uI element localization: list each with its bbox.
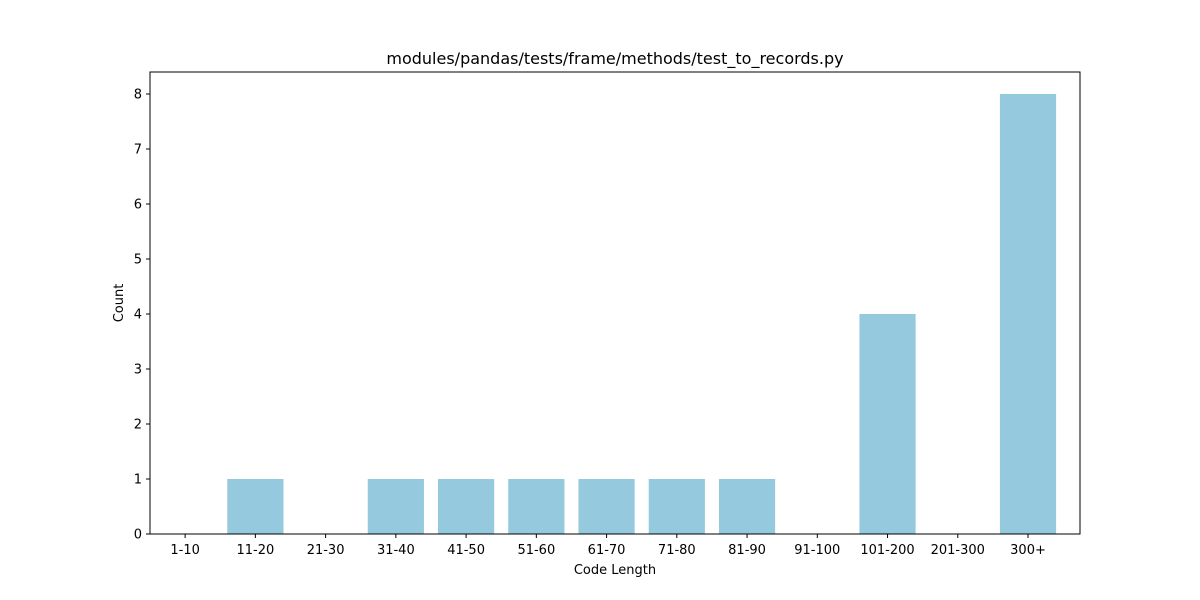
x-tick-label: 1-10 xyxy=(170,543,200,558)
bar-300+ xyxy=(999,94,1057,534)
y-axis: 0 1 2 3 4 5 6 7 8 xyxy=(134,88,150,543)
y-tick-label: 6 xyxy=(134,198,142,213)
bars-group xyxy=(227,94,1057,534)
y-tick-label: 3 xyxy=(134,363,142,378)
x-tick-label: 21-30 xyxy=(307,543,345,558)
x-tick-label: 81-90 xyxy=(728,543,766,558)
plot-frame xyxy=(149,71,1081,535)
bar-71-80 xyxy=(648,479,705,534)
bar-51-60 xyxy=(508,479,565,534)
y-axis-label: Count xyxy=(112,284,127,323)
x-axis-label: Code Length xyxy=(574,563,656,578)
chart-title: modules/pandas/tests/frame/methods/test_… xyxy=(386,49,843,69)
y-tick-label: 2 xyxy=(134,418,142,433)
x-tick-label: 41-50 xyxy=(447,543,485,558)
x-tick-label: 51-60 xyxy=(517,543,555,558)
x-tick-label: 11-20 xyxy=(236,543,274,558)
bar-61-70 xyxy=(578,479,635,534)
y-tick-label: 7 xyxy=(134,143,142,158)
bar-101-200 xyxy=(859,314,916,534)
y-tick-label: 1 xyxy=(134,473,142,488)
x-tick-label: 31-40 xyxy=(377,543,415,558)
y-tick-label: 8 xyxy=(134,88,142,103)
x-tick-label: 201-300 xyxy=(931,543,985,558)
x-tick-label: 71-80 xyxy=(658,543,696,558)
bar-31-40 xyxy=(367,479,424,534)
bar-11-20 xyxy=(227,479,284,534)
bar-81-90 xyxy=(718,479,776,534)
y-tick-label: 5 xyxy=(134,253,142,268)
x-tick-label: 91-100 xyxy=(794,543,840,558)
bar-41-50 xyxy=(437,479,495,534)
y-tick-label: 0 xyxy=(134,528,142,543)
x-tick-label: 300+ xyxy=(1010,543,1046,558)
x-tick-label: 61-70 xyxy=(588,543,626,558)
y-tick-label: 4 xyxy=(134,308,142,323)
x-axis: 1-10 11-20 21-30 31-40 41-50 51-60 61-70 71-80 8… xyxy=(170,534,1046,558)
x-tick-label: 101-200 xyxy=(860,543,914,558)
